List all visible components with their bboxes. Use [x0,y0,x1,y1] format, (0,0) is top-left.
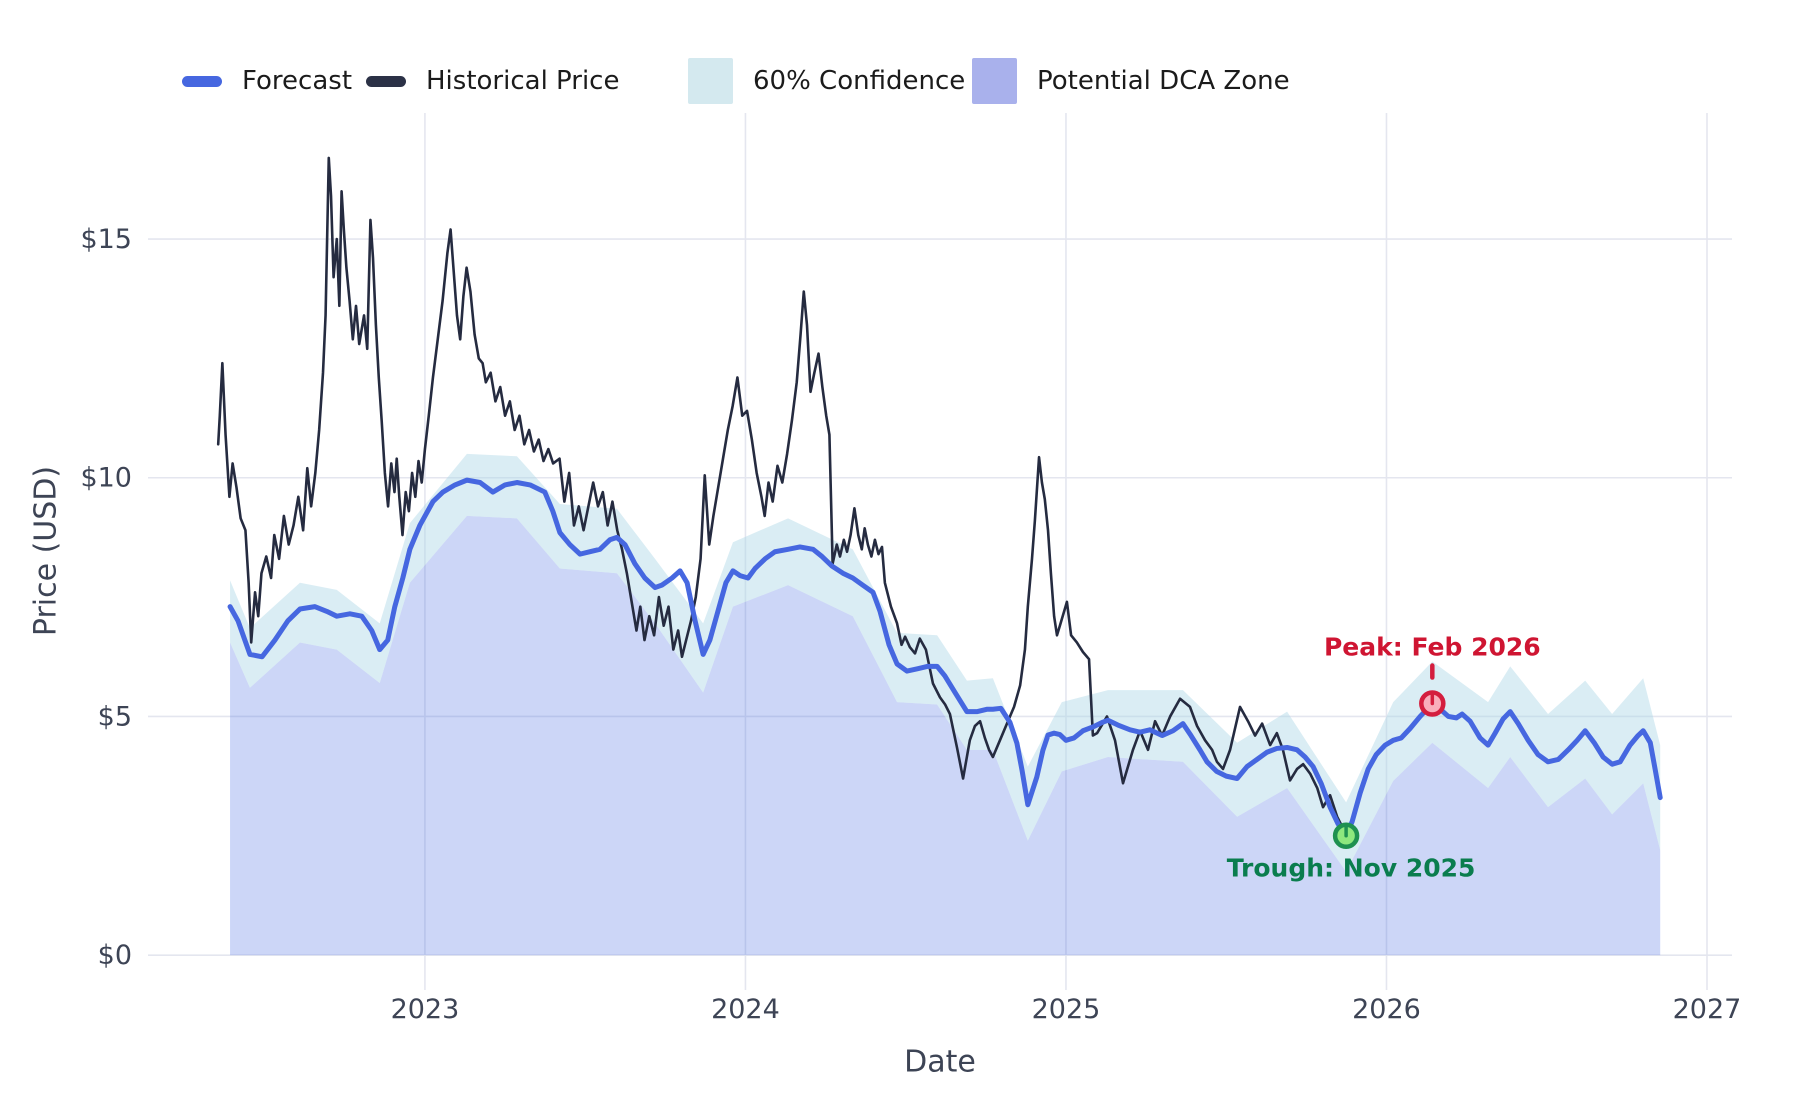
legend-item-dca-zone: Potential DCA Zone [972,54,1290,108]
x-tick-label: 2026 [1352,994,1421,1025]
legend-item-label: Forecast [242,66,353,96]
y-axis-title: Price (USD) [28,465,64,637]
confidence-band-area [230,453,1661,872]
x-tick-label: 2024 [711,994,780,1025]
annotation-peak: Peak: Feb 2026 [1323,632,1541,662]
y-tick-label: $10 [80,463,132,494]
legend-item-label: Historical Price [426,66,620,96]
forecast-line-swatch [182,75,222,87]
legend-item-historical-price: Historical Price [366,54,619,108]
legend-item-label: Potential DCA Zone [1037,66,1290,96]
x-axis-title: Date [904,1044,976,1080]
confidence-band-swatch [688,58,733,104]
legend-item-label: 60% Confidence [753,66,966,96]
y-tick-label: $0 [98,940,132,971]
annotation-trough: Trough: Nov 2025 [1226,853,1476,883]
x-tick-label: 2025 [1032,994,1101,1025]
y-tick-label: $5 [98,701,132,732]
legend-item-forecast: Forecast [182,54,352,108]
x-tick-label: 2027 [1673,994,1742,1025]
x-tick-label: 2023 [391,994,460,1025]
legend-item-confidence: 60% Confidence [688,54,965,108]
dca-zone-area [230,515,1661,956]
historical-price-line [216,156,1348,835]
y-tick-label: $15 [80,224,132,255]
historical-price-line-swatch [366,75,406,87]
dca-zone-swatch [972,58,1017,104]
forecast-line [227,477,1663,839]
